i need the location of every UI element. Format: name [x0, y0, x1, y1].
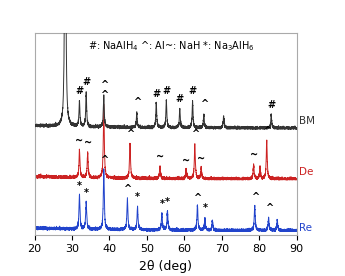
Text: ~: ~	[249, 149, 258, 159]
Text: ~: ~	[83, 138, 92, 148]
Text: ~: ~	[76, 136, 83, 145]
Text: ^: ^	[100, 80, 108, 90]
Text: ~: ~	[197, 153, 205, 163]
Text: *: *	[165, 197, 170, 207]
Text: ^: ^	[123, 184, 131, 194]
Text: ^: ^	[100, 91, 108, 100]
Text: ^: ^	[200, 99, 208, 110]
Text: #: #	[76, 86, 83, 96]
Text: ^: ^	[265, 203, 273, 213]
Text: *: *	[203, 203, 207, 213]
Text: #: #	[152, 89, 160, 99]
Text: De: De	[298, 167, 313, 177]
Text: #: #	[82, 77, 90, 87]
X-axis label: 2θ (deg): 2θ (deg)	[139, 260, 192, 273]
Text: #: #	[267, 100, 275, 110]
Text: ^: ^	[100, 155, 108, 165]
Text: ~: ~	[182, 155, 190, 165]
Text: ^: ^	[194, 193, 201, 203]
Text: ^: ^	[133, 97, 141, 107]
Text: *: *	[135, 192, 140, 202]
Text: ^: ^	[263, 126, 271, 136]
Text: ^: ^	[251, 192, 259, 202]
Text: *: *	[84, 188, 89, 198]
Text: ^: ^	[126, 129, 134, 139]
Text: #: #	[176, 94, 184, 104]
Text: ^: ^	[191, 129, 199, 139]
Text: *: *	[77, 181, 82, 190]
Text: #: #	[188, 86, 197, 96]
Text: BM: BM	[298, 116, 315, 126]
Text: ~: ~	[156, 152, 164, 162]
Text: *: *	[159, 199, 164, 209]
Text: #: NaAlH$_4$ ^: Al~: NaH *: Na$_3$AlH$_6$: #: NaAlH$_4$ ^: Al~: NaH *: Na$_3$AlH$_6…	[88, 39, 254, 53]
Text: Re: Re	[298, 223, 312, 233]
Text: #: #	[162, 86, 170, 96]
